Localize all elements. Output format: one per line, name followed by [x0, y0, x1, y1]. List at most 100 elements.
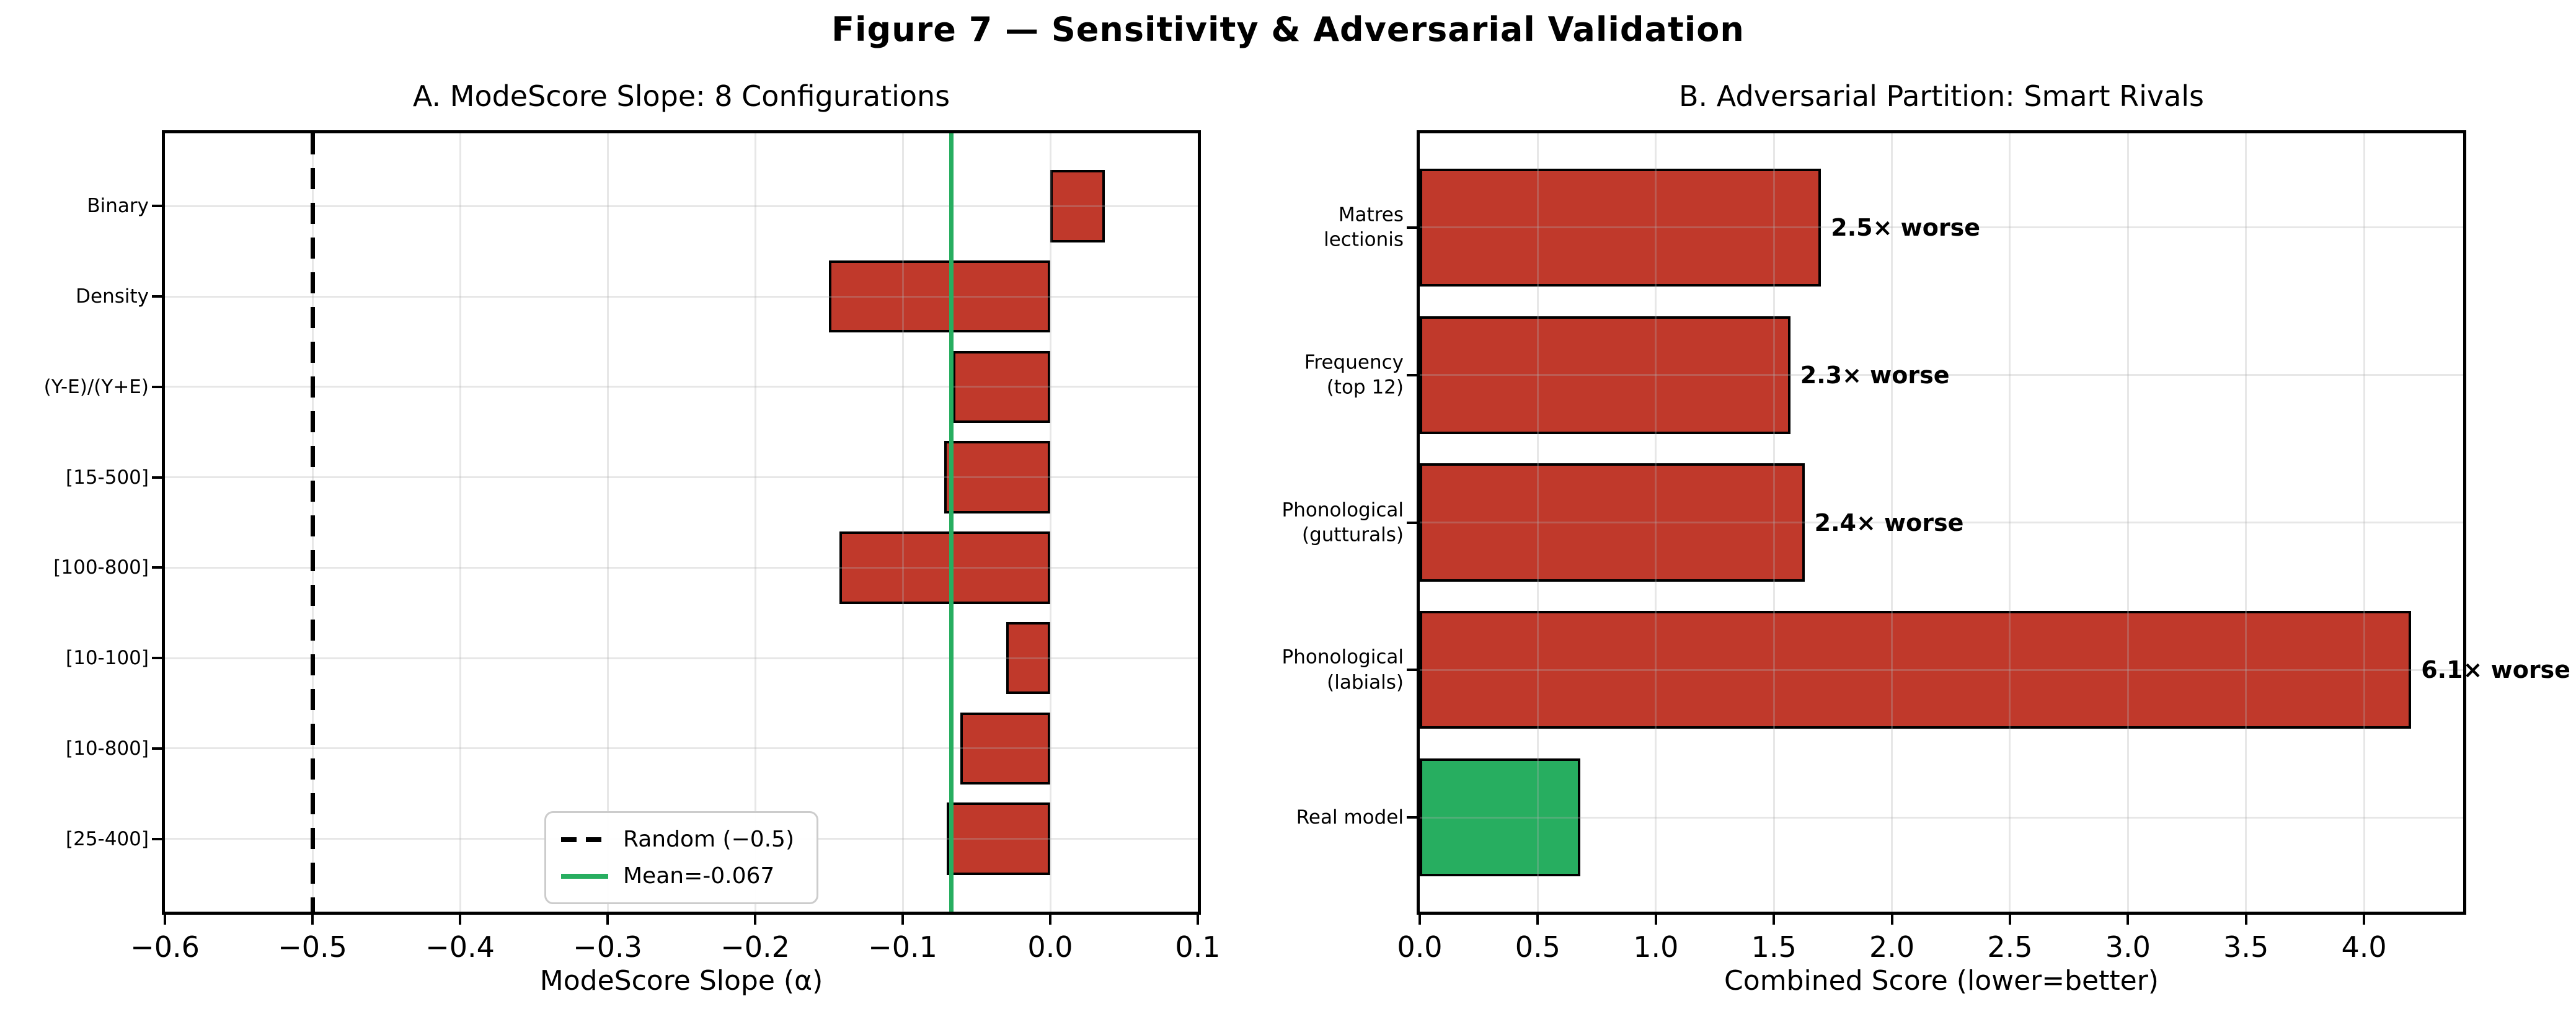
gridline-vertical	[754, 133, 756, 912]
gridline-horizontal	[1420, 522, 2463, 523]
x-tick-mark	[2127, 915, 2130, 925]
y-tick-mark	[152, 566, 162, 569]
gridline-horizontal	[165, 295, 1198, 298]
x-tick-mark	[606, 915, 609, 925]
bar-matres-lectionis	[1420, 168, 1821, 287]
y-tick-label: [10-800]	[66, 737, 149, 760]
x-tick-mark	[1890, 915, 1893, 925]
gridline-vertical	[459, 133, 461, 912]
y-tick-mark	[152, 295, 162, 298]
x-tick-label: 1.0	[1633, 930, 1679, 964]
bar-15-500	[944, 441, 1050, 513]
y-tick-label: Frequency (top 12)	[1304, 351, 1404, 399]
x-tick-mark	[901, 915, 904, 925]
bar-phonological-gutturals	[1420, 463, 1805, 582]
gridline-vertical	[1049, 133, 1051, 912]
legend-row-random: Random (−0.5)	[561, 827, 794, 852]
legend-label-mean: Mean=-0.067	[623, 863, 775, 889]
gridline-vertical	[606, 133, 609, 912]
panel-a-title: A. ModeScore Slope: 8 Configurations	[412, 79, 950, 113]
y-tick-mark	[152, 385, 162, 388]
dashed-line-sample-icon	[561, 837, 608, 842]
y-tick-mark	[152, 657, 162, 660]
x-tick-label: 0.5	[1515, 930, 1560, 964]
gridline-horizontal	[165, 657, 1198, 659]
gridline-horizontal	[1420, 816, 2463, 819]
x-tick-label: −0.6	[130, 930, 200, 964]
x-tick-mark	[1654, 915, 1657, 925]
x-tick-label: −0.2	[720, 930, 790, 964]
y-tick-mark	[1407, 226, 1417, 229]
y-tick-mark	[1407, 816, 1417, 819]
gridline-horizontal	[1420, 374, 2463, 376]
y-tick-label: Binary	[87, 195, 149, 218]
panel-a-axes: Random (−0.5) Mean=-0.067	[162, 130, 1201, 915]
gridline-horizontal	[165, 205, 1198, 207]
x-tick-label: −0.5	[278, 930, 347, 964]
gridline-horizontal	[165, 476, 1198, 479]
gridline-vertical	[1773, 133, 1775, 912]
gridline-vertical	[2127, 133, 2129, 912]
x-tick-mark	[1049, 915, 1051, 925]
gridline-vertical	[2009, 133, 2011, 912]
gridline-horizontal	[1420, 669, 2463, 671]
panel-b-title: B. Adversarial Partition: Smart Rivals	[1678, 79, 2205, 113]
x-tick-mark	[2363, 915, 2366, 925]
x-tick-label: 0.0	[1397, 930, 1443, 964]
mean-0-067-reference-line	[949, 133, 954, 912]
bar-25-400	[947, 802, 1050, 875]
y-tick-label: (Y-E)/(Y+E)	[43, 375, 149, 398]
y-tick-label: Matres lectionis	[1324, 203, 1404, 251]
y-tick-mark	[152, 205, 162, 208]
x-tick-label: −0.1	[868, 930, 937, 964]
y-tick-label: Density	[76, 285, 149, 308]
y-tick-label: Phonological (labials)	[1281, 646, 1404, 694]
x-tick-mark	[1536, 915, 1539, 925]
x-tick-label: 3.5	[2223, 930, 2269, 964]
x-tick-label: 4.0	[2341, 930, 2387, 964]
x-tick-label: 2.0	[1869, 930, 1915, 964]
y-tick-label: [15-500]	[66, 466, 149, 489]
x-tick-mark	[1773, 915, 1776, 925]
bar-annotation: 2.5× worse	[1831, 213, 1981, 241]
green-line-sample-icon	[561, 873, 608, 879]
y-tick-label: [10-100]	[66, 646, 149, 669]
x-tick-label: 3.0	[2105, 930, 2151, 964]
gridline-horizontal	[1420, 226, 2463, 229]
panel-a-xaxis-label: ModeScore Slope (α)	[539, 965, 823, 997]
bar-frequency-top-12	[1420, 316, 1790, 434]
x-tick-mark	[2008, 915, 2011, 925]
gridline-vertical	[2245, 133, 2247, 912]
y-tick-mark	[1407, 669, 1417, 672]
gridline-vertical	[901, 133, 904, 912]
bar-phonological-labials	[1420, 611, 2412, 729]
y-tick-mark	[152, 837, 162, 840]
x-tick-mark	[459, 915, 461, 925]
x-tick-label: 0.1	[1175, 930, 1221, 964]
bar-10-100	[1006, 621, 1050, 695]
legend: Random (−0.5) Mean=-0.067	[544, 811, 818, 904]
panel-b-axes: 2.5× worse 2.3× worse 2.4× worse 6.1× worse	[1417, 130, 2570, 915]
bar-binary	[1050, 170, 1105, 242]
gridline-vertical	[1655, 133, 1657, 912]
panel-b-xaxis-label: Combined Score (lower=better)	[1724, 965, 2159, 997]
bar-density	[829, 260, 1050, 333]
bar-y-e-y-e	[952, 350, 1050, 424]
y-tick-mark	[152, 747, 162, 750]
x-tick-label: 1.5	[1751, 930, 1797, 964]
bar-annotation: 6.1× worse	[2421, 656, 2570, 684]
figure-title: Figure 7 — Sensitivity & Adversarial Val…	[831, 10, 1745, 49]
x-tick-label: 0.0	[1027, 930, 1073, 964]
x-tick-mark	[164, 915, 166, 925]
y-tick-mark	[152, 476, 162, 479]
gridline-vertical	[1536, 133, 1539, 912]
x-tick-label: 2.5	[1987, 930, 2033, 964]
y-tick-mark	[1407, 373, 1417, 376]
x-tick-mark	[1197, 915, 1199, 925]
y-tick-label: Phonological (gutturals)	[1281, 499, 1404, 546]
bar-annotation: 2.3× worse	[1800, 361, 1950, 389]
y-tick-label: Real model	[1296, 806, 1404, 829]
bar-10-800	[960, 712, 1050, 785]
gridline-horizontal	[165, 566, 1198, 569]
x-tick-label: −0.4	[425, 930, 495, 964]
